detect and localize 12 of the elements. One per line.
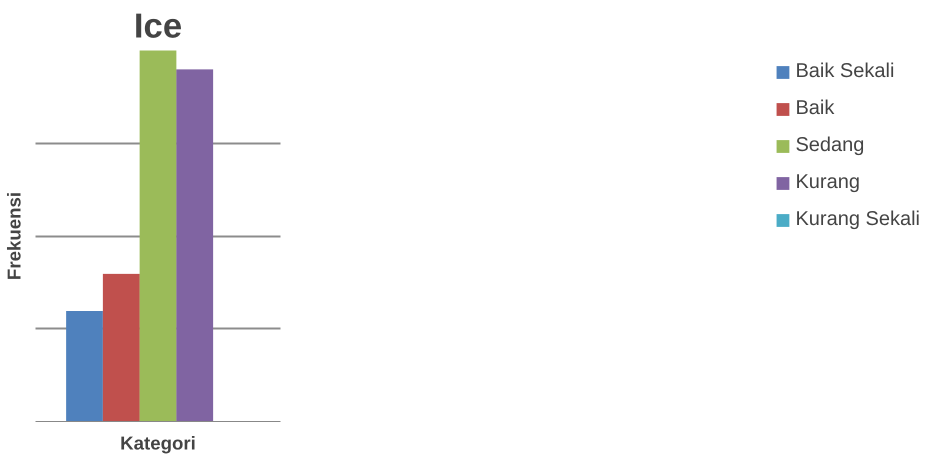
- bar: [102, 274, 140, 422]
- legend-label: Baik Sekali: [795, 60, 894, 83]
- bar: [140, 50, 176, 422]
- x-axis-title: Kategori: [120, 432, 196, 454]
- chart-title: Ice: [134, 8, 182, 46]
- legend-label: Kurang Sekali: [795, 208, 920, 231]
- bar: [66, 310, 103, 422]
- legend-label: Baik: [795, 97, 834, 120]
- bar: [176, 69, 214, 422]
- legend-label: Kurang: [795, 171, 860, 194]
- y-axis-title: Frekuensi: [4, 192, 24, 280]
- legend-label: Sedang: [795, 134, 864, 157]
